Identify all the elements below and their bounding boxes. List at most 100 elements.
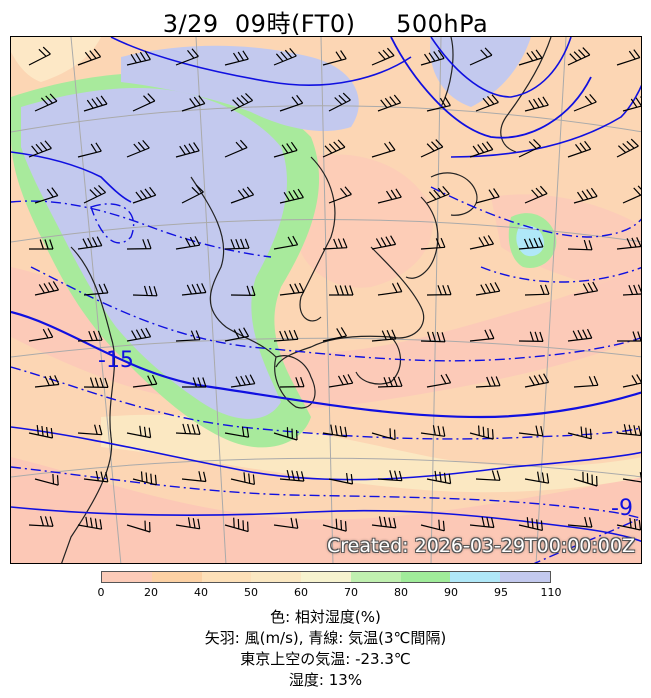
wind-barb	[230, 92, 254, 112]
weather-map: -15 -9 Created: 2026-03-29T00:00:00Z	[10, 36, 642, 564]
wind-barb	[230, 472, 255, 485]
wind-barb	[322, 424, 348, 438]
wind-barb	[567, 47, 591, 66]
wind-barb	[132, 186, 157, 204]
wind-barb	[371, 428, 396, 441]
wind-barb	[77, 516, 103, 530]
wind-barb	[426, 284, 452, 296]
colorbar-tick-label: 95	[494, 586, 508, 599]
wind-barb	[28, 515, 54, 527]
wind-barb	[377, 94, 402, 112]
wind-barb	[230, 285, 256, 296]
wind-barb	[132, 285, 158, 297]
colorbar-segment	[301, 572, 351, 582]
wind-barb	[622, 284, 641, 296]
wind-barb	[273, 141, 298, 158]
caption-barbs-legend: 矢羽: 風(m/s), 青線: 気温(3℃間隔)	[204, 629, 447, 647]
caption-color-legend: 色: 相対湿度(%)	[270, 608, 381, 626]
wind-barb	[524, 96, 549, 112]
wind-barbs	[28, 46, 641, 533]
wind-barb	[182, 377, 207, 388]
colorbar-tick-label: 0	[97, 586, 105, 599]
wind-barb	[230, 374, 256, 388]
chart-title: 3/29 09時(FT0) 500hPa	[162, 10, 489, 38]
wind-barb	[420, 139, 444, 158]
wind-barb	[469, 516, 495, 529]
wind-barb	[77, 330, 103, 342]
contour-label-minus15: -15	[98, 348, 134, 373]
contour-label-minus9: -9	[611, 496, 633, 521]
wind-barb	[518, 331, 544, 342]
wind-barb	[469, 141, 494, 158]
wind-barb	[273, 235, 299, 250]
wind-barb	[475, 188, 500, 204]
wind-barb	[616, 138, 639, 158]
wind-barb	[28, 328, 54, 342]
wind-barb	[426, 186, 450, 204]
wind-barb	[524, 284, 550, 296]
wind-barb	[622, 185, 641, 204]
wind-barb	[573, 187, 598, 204]
wind-barb	[518, 138, 542, 158]
wind-barb	[83, 184, 107, 204]
wind-barb	[616, 424, 641, 437]
wind-barb	[518, 517, 543, 531]
colorbar-segment	[151, 572, 202, 582]
wind-barb	[126, 425, 152, 439]
wind-barb	[573, 281, 599, 296]
wind-barb	[475, 470, 501, 481]
colorbar-tick-label: 50	[244, 586, 258, 599]
wind-barb	[426, 470, 452, 485]
wind-barb	[616, 237, 641, 250]
wind-barb	[371, 141, 396, 158]
wind-barb	[371, 329, 397, 342]
wind-barb	[132, 471, 157, 486]
wind-barb	[175, 142, 200, 158]
wind-barb	[224, 426, 250, 438]
wind-barb	[426, 373, 452, 388]
wind-barb	[175, 48, 199, 66]
wind-barb	[322, 50, 347, 66]
wind-barb	[83, 377, 109, 388]
wind-barb	[83, 470, 109, 483]
colorbar-segment	[102, 572, 152, 582]
colorbar-segment	[251, 572, 302, 582]
wind-barb	[617, 331, 641, 342]
wind-barb	[175, 330, 201, 342]
wind-barb	[518, 425, 544, 437]
wind-barb	[322, 238, 348, 250]
wind-barb	[616, 518, 641, 531]
wind-barb	[573, 375, 599, 388]
colorbar-segment	[400, 572, 451, 582]
wind-barb	[518, 237, 544, 250]
wind-barb	[279, 376, 305, 388]
colorbar-tick-label: 60	[294, 586, 308, 599]
wind-barb	[77, 424, 103, 436]
wind-barb	[329, 285, 354, 296]
wind-barb	[83, 283, 109, 296]
wind-barb	[126, 50, 151, 66]
wind-barb	[377, 188, 402, 204]
wind-barb	[273, 427, 298, 441]
wind-barb	[573, 94, 597, 112]
wind-barb	[328, 473, 354, 485]
wind-barb	[322, 139, 346, 158]
wind-barb	[322, 518, 347, 532]
wind-barb	[469, 47, 493, 66]
wind-barb	[181, 184, 204, 204]
wind-barb	[34, 473, 59, 486]
wind-barb	[567, 328, 593, 342]
wind-barb	[524, 471, 550, 484]
wind-barb	[377, 470, 403, 482]
wind-barb	[328, 374, 354, 388]
colorbar-tick-label: 80	[394, 586, 408, 599]
wind-barb	[126, 327, 152, 342]
created-timestamp: Created: 2026-03-29T00:00:00Z	[326, 535, 635, 557]
colorbar-tick-label: 20	[144, 586, 158, 599]
wind-barb	[77, 48, 102, 66]
wind-barb	[224, 238, 250, 250]
wind-barb	[469, 425, 494, 440]
wind-barb	[377, 376, 403, 388]
wind-barb	[567, 426, 592, 440]
wind-barb	[181, 95, 206, 112]
